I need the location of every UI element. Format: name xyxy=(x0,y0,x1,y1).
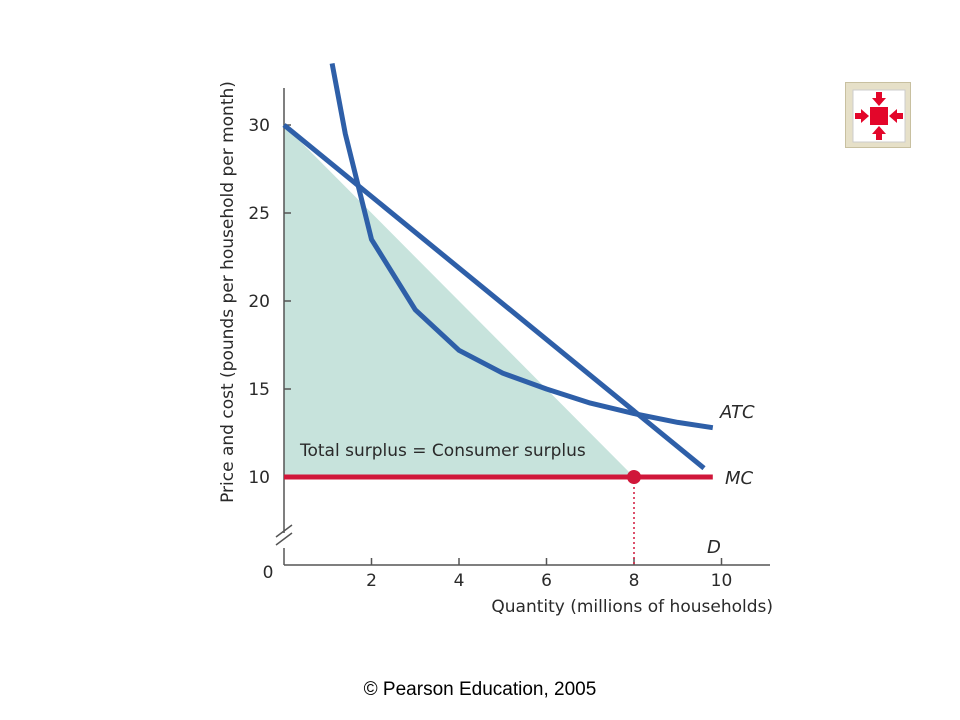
series-label-d: D xyxy=(707,537,721,558)
fullscreen-button[interactable] xyxy=(845,82,911,148)
x-tick-label: 4 xyxy=(454,571,465,591)
x-axis-title: Quantity (millions of households) xyxy=(491,597,773,617)
series-label-mc: MC xyxy=(725,468,754,489)
fullscreen-arrows-icon xyxy=(852,89,906,143)
tick-labels: 10 15 20 25 30 2 4 6 8 10 0 xyxy=(248,116,732,591)
x-tick-label: 8 xyxy=(629,571,640,591)
y-axis-title: Price and cost (pounds per household per… xyxy=(218,81,238,503)
axis-break-mark xyxy=(275,524,293,538)
equilibrium-point xyxy=(627,470,641,484)
y-tick-label: 10 xyxy=(248,468,270,488)
x-tick-label: 2 xyxy=(366,571,377,591)
series-label-atc: ATC xyxy=(719,402,755,423)
atc-curve xyxy=(329,62,714,431)
x-tick-label: 10 xyxy=(711,571,733,591)
x-tick-label: 6 xyxy=(541,571,552,591)
surplus-label: Total surplus = Consumer surplus xyxy=(299,441,586,461)
demand-curve xyxy=(282,123,706,471)
y-tick-label: 20 xyxy=(248,292,270,312)
copyright-footer: © Pearson Education, 2005 xyxy=(363,679,597,700)
y-tick-label: 15 xyxy=(248,380,270,400)
curves xyxy=(282,62,714,565)
curve-labels: ATC MC D xyxy=(707,402,755,558)
origin-label: 0 xyxy=(263,563,274,583)
y-tick-label: 25 xyxy=(248,204,270,224)
y-tick-label: 30 xyxy=(248,116,270,136)
axis-break-mark xyxy=(275,532,293,546)
consumer-surplus-area xyxy=(284,125,634,477)
